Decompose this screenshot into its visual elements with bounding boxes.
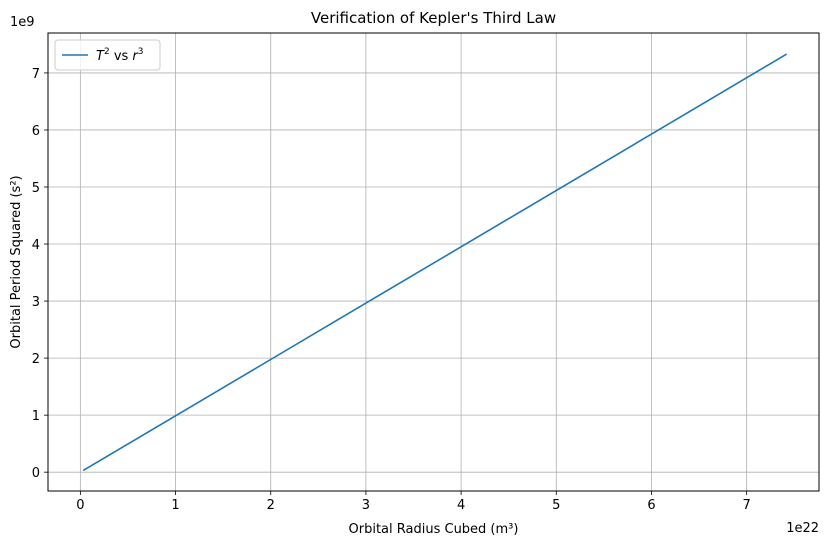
series-line <box>82 53 788 472</box>
chart-title: Verification of Kepler's Third Law <box>311 9 556 27</box>
legend-vs: vs <box>110 49 133 64</box>
legend-r-var: r <box>132 49 139 64</box>
plot-frame <box>47 32 820 492</box>
grid <box>48 33 819 491</box>
legend-entry: T2 vs r3 <box>96 47 144 64</box>
x-tick-label: 1 <box>171 498 179 513</box>
legend-r-exp: 3 <box>138 47 144 57</box>
legend-t-var: T <box>96 49 105 64</box>
series-layer <box>82 53 788 472</box>
x-ticks: 0 1 2 3 4 5 6 7 <box>76 491 751 513</box>
y-axis-label: Orbital Period Squared (s²) <box>9 175 24 348</box>
x-offset-label: 1e22 <box>786 521 819 536</box>
legend-t-exp: 2 <box>104 47 110 57</box>
x-axis-label: Orbital Radius Cubed (m³) <box>349 522 519 537</box>
y-tick-label: 2 <box>32 352 40 367</box>
y-tick-label: 0 <box>32 466 40 481</box>
y-offset-label: 1e9 <box>10 15 35 30</box>
x-tick-label: 3 <box>362 498 370 513</box>
x-tick-label: 2 <box>267 498 275 513</box>
x-tick-label: 6 <box>647 498 655 513</box>
y-tick-label: 5 <box>32 181 40 196</box>
y-tick-label: 4 <box>32 238 40 253</box>
x-tick-label: 4 <box>457 498 465 513</box>
legend-box <box>54 39 161 71</box>
y-tick-label: 3 <box>32 295 40 310</box>
x-tick-label: 5 <box>552 498 560 513</box>
y-tick-label: 7 <box>32 67 40 82</box>
y-tick-label: 6 <box>32 124 40 139</box>
y-ticks: 0 1 2 3 4 5 6 7 <box>32 67 48 481</box>
legend: T2 vs r3 <box>54 39 161 71</box>
x-tick-label: 7 <box>743 498 751 513</box>
y-tick-label: 1 <box>32 409 40 424</box>
x-tick-label: 0 <box>76 498 84 513</box>
